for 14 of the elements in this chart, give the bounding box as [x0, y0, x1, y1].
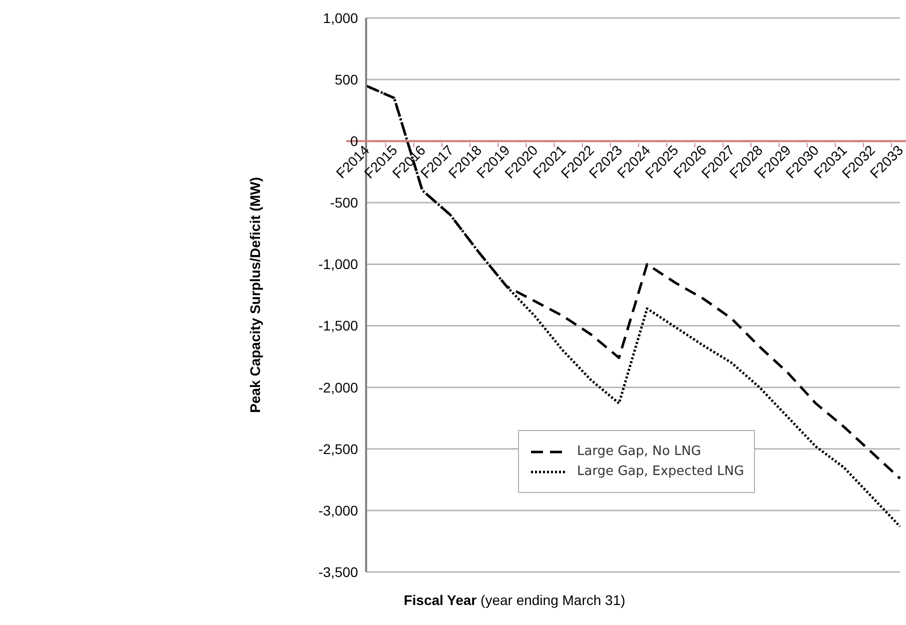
y-axis-title: Peak Capacity Surplus/Deficit (MW): [247, 177, 264, 413]
y-tick-label: -3,000: [318, 502, 358, 518]
y-tick-label: -2,000: [318, 379, 358, 396]
legend-label: Large Gap, No LNG: [576, 444, 702, 459]
y-tick-label: -1,500: [318, 318, 358, 334]
x-axis-title: Fiscal Year (year ending March 31): [402, 592, 626, 608]
y-tick-label: 0: [350, 133, 358, 150]
y-tick-label: 500: [334, 72, 358, 88]
legend-label: Large Gap, Expected LNG: [576, 464, 744, 479]
y-tick-label: -3,500: [318, 564, 358, 580]
y-tick-label: -500: [330, 194, 358, 211]
y-tick-label: -1,000: [318, 256, 358, 272]
y-tick-label: 1,000: [323, 10, 358, 26]
y-tick-label: -2,500: [318, 440, 358, 457]
